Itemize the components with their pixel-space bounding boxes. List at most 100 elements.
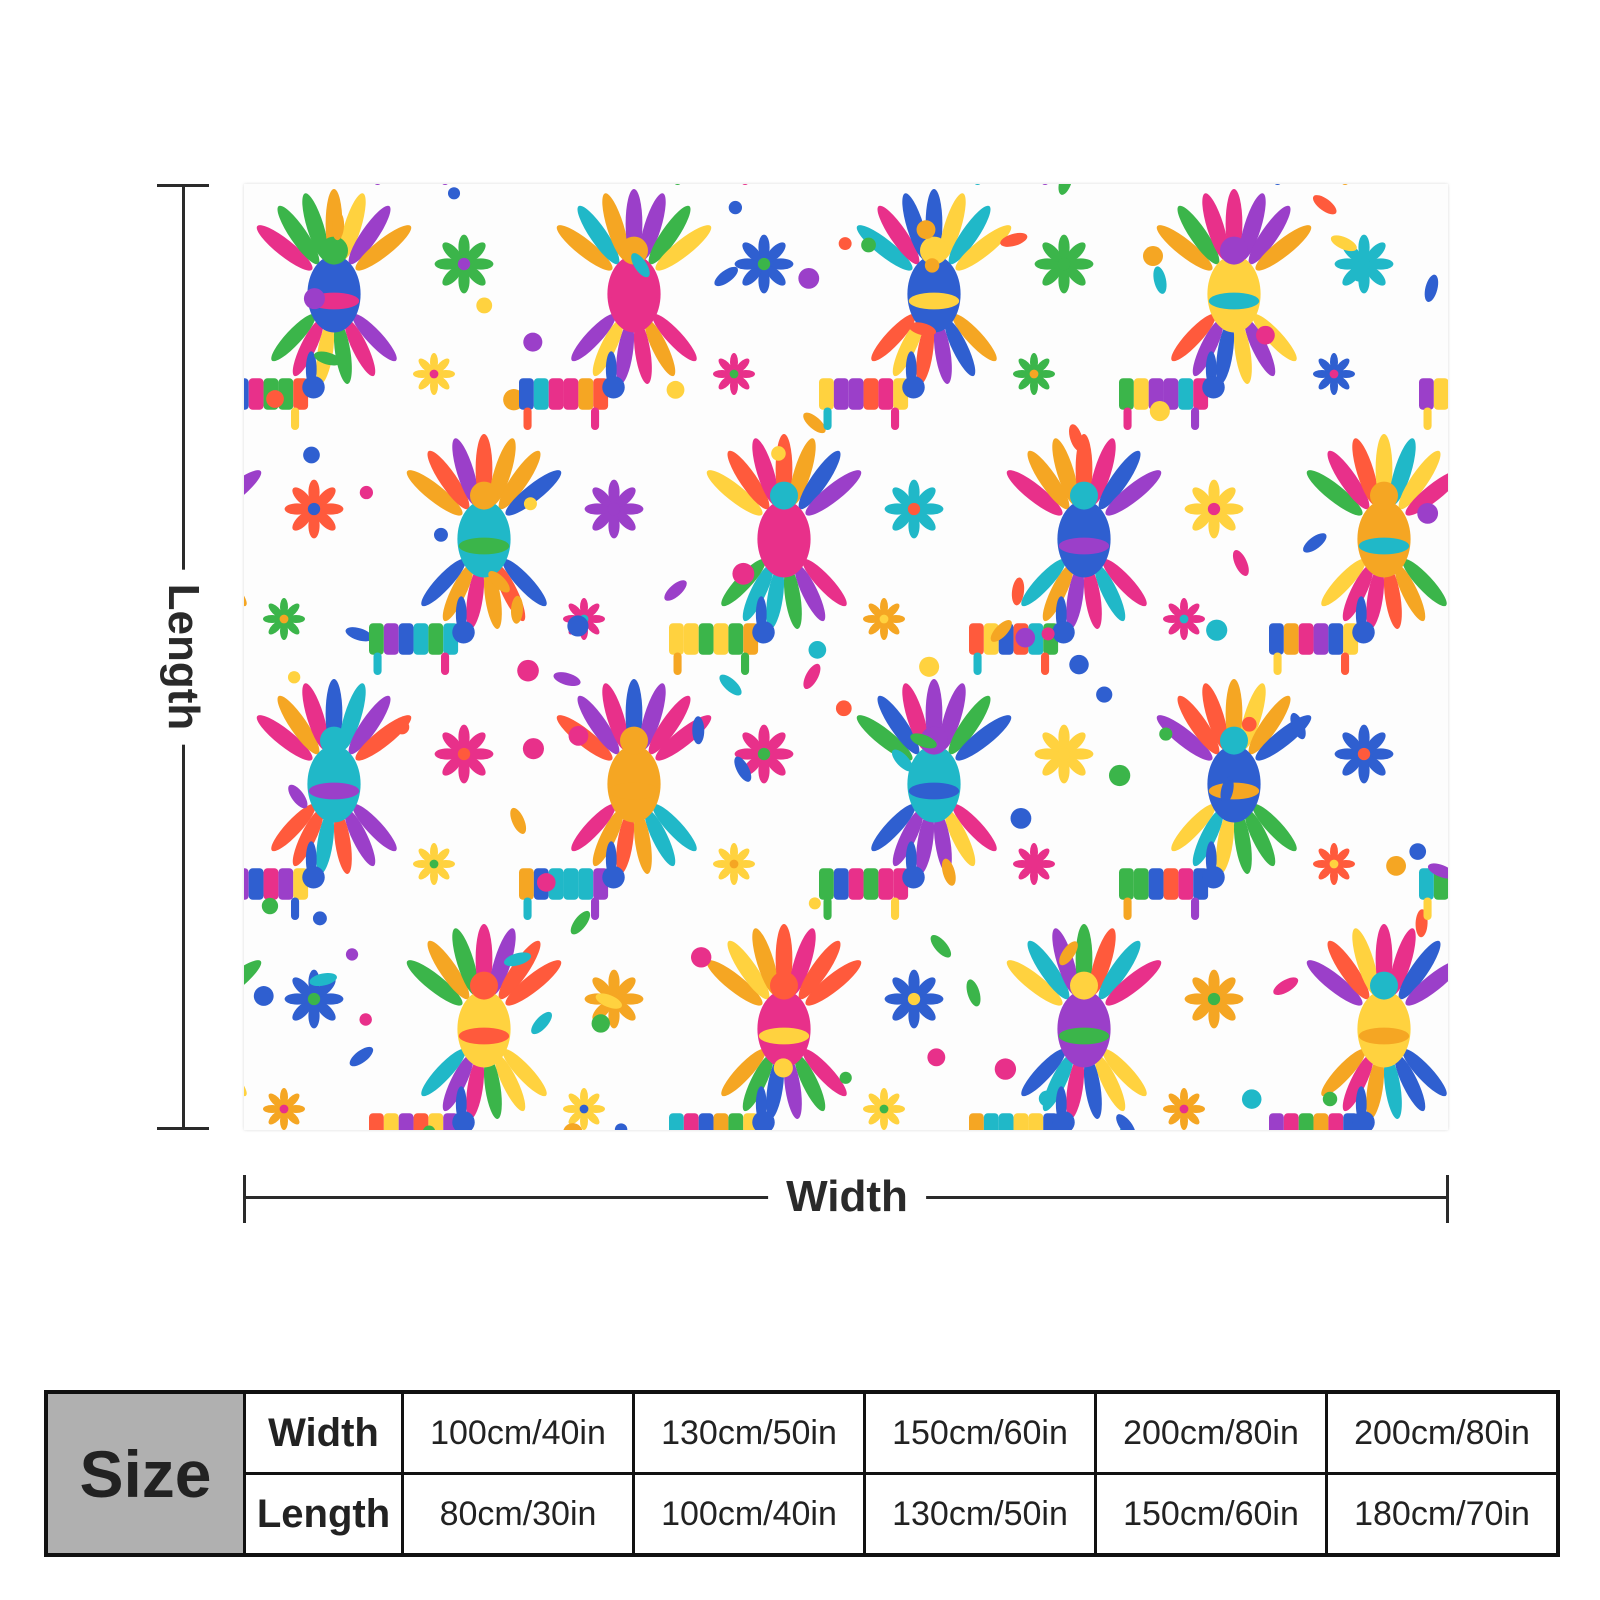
flower-petal — [718, 848, 733, 863]
bird-feather — [727, 940, 770, 1000]
critter-leg — [1123, 407, 1132, 430]
leaf — [1273, 977, 1299, 996]
flower-petal — [1163, 1105, 1181, 1113]
leaf — [345, 627, 373, 642]
flower-petal — [718, 358, 733, 373]
bird-tail-feather — [1252, 313, 1297, 362]
flower-petal — [263, 1105, 281, 1113]
bird-tail-feather — [352, 313, 397, 362]
flower-petal — [1035, 865, 1050, 880]
critter-head — [302, 866, 325, 889]
leaf — [1116, 1114, 1136, 1130]
leaf — [803, 663, 821, 690]
bird-tail-feather — [271, 803, 316, 852]
critter-stripe — [1283, 623, 1299, 655]
flower-petal — [713, 370, 731, 378]
leaf — [570, 910, 591, 935]
flower-petal — [1034, 748, 1060, 760]
small-blossom — [1069, 654, 1089, 675]
critter-stripe — [878, 868, 894, 900]
flower-petal — [1185, 620, 1200, 635]
critter-head — [1052, 1111, 1075, 1130]
flower-petal — [292, 487, 312, 507]
flower-petal — [584, 503, 610, 515]
small-blossom — [1149, 401, 1170, 422]
flower-petal — [437, 860, 455, 868]
flower-petal — [280, 1112, 288, 1130]
flower-petal — [468, 748, 494, 760]
leaf — [1232, 549, 1249, 576]
critter-leg — [1191, 407, 1200, 430]
bird-tail-feather — [952, 313, 997, 362]
flower-petal — [1184, 993, 1210, 1005]
critter-leg — [291, 407, 300, 430]
small-blossom — [567, 615, 589, 637]
flower-petal — [418, 865, 433, 880]
leaf — [1312, 195, 1337, 215]
flower-petal — [292, 977, 312, 997]
flower-petal — [316, 1001, 336, 1021]
critter-stripe — [1133, 868, 1149, 900]
critter-stripe — [383, 1113, 399, 1130]
small-blossom — [1108, 764, 1131, 787]
flower-petal — [1313, 860, 1331, 868]
flower-petal — [1042, 242, 1062, 262]
flower-petal — [616, 487, 636, 507]
flower-petal — [616, 977, 636, 997]
bird-tail-feather — [1383, 566, 1402, 629]
flower-petal — [887, 615, 905, 623]
bird-tail-feather — [442, 564, 474, 622]
bird-head — [1370, 481, 1398, 510]
leaf — [966, 979, 981, 1007]
small-blossom — [1241, 1089, 1262, 1109]
flower-petal — [730, 867, 738, 885]
critter-stripe — [1269, 1113, 1284, 1130]
flower-petal — [908, 969, 920, 995]
critter-head — [752, 621, 775, 644]
flower-petal — [737, 370, 755, 378]
bird-feather — [256, 715, 313, 761]
flower-petal — [585, 620, 600, 635]
critter-stripe — [1313, 1113, 1329, 1130]
flower-petal — [1042, 732, 1062, 752]
flower-petal — [1216, 511, 1236, 531]
critter-stripe — [698, 623, 714, 655]
flower-petal — [568, 1093, 583, 1108]
critter-stripe — [713, 623, 729, 655]
flower-petal — [885, 1110, 900, 1125]
bird-head — [770, 481, 798, 510]
critter-stripe — [563, 868, 579, 900]
flower-petal — [1368, 748, 1394, 760]
flower-petal — [308, 479, 320, 505]
flower-petal — [742, 732, 762, 752]
flower-petal — [318, 503, 344, 515]
bird-feather — [655, 225, 712, 271]
flower-center — [1357, 747, 1371, 761]
flower-center — [1179, 614, 1189, 624]
bird-feather — [1327, 940, 1370, 1000]
flower-petal — [868, 603, 883, 618]
bird-feather — [577, 695, 620, 755]
critter-stripe — [983, 1113, 999, 1130]
flower-petal — [758, 758, 770, 784]
critter-leg — [1191, 897, 1200, 920]
flower-petal — [1330, 867, 1338, 885]
bird-feather — [406, 470, 463, 516]
flower-petal — [768, 748, 794, 760]
bird-feather — [1006, 470, 1063, 516]
flower-petal — [466, 266, 486, 286]
flower-petal — [458, 724, 470, 750]
critter-stripe — [1119, 378, 1134, 410]
flower-petal — [880, 1112, 888, 1130]
bird-tail-feather — [794, 1054, 826, 1112]
flower-petal — [885, 1093, 900, 1108]
critter-stripe — [969, 623, 984, 655]
critter-leg — [891, 897, 900, 920]
bird-tail-feather — [1402, 1048, 1447, 1097]
leaf — [941, 858, 956, 886]
bird-tail-feather — [633, 321, 652, 384]
bird-tail-feather — [1252, 803, 1297, 852]
bird-tail-feather — [333, 811, 352, 874]
bird-tail-feather — [1321, 1048, 1366, 1097]
bird-feather — [1006, 960, 1063, 1006]
